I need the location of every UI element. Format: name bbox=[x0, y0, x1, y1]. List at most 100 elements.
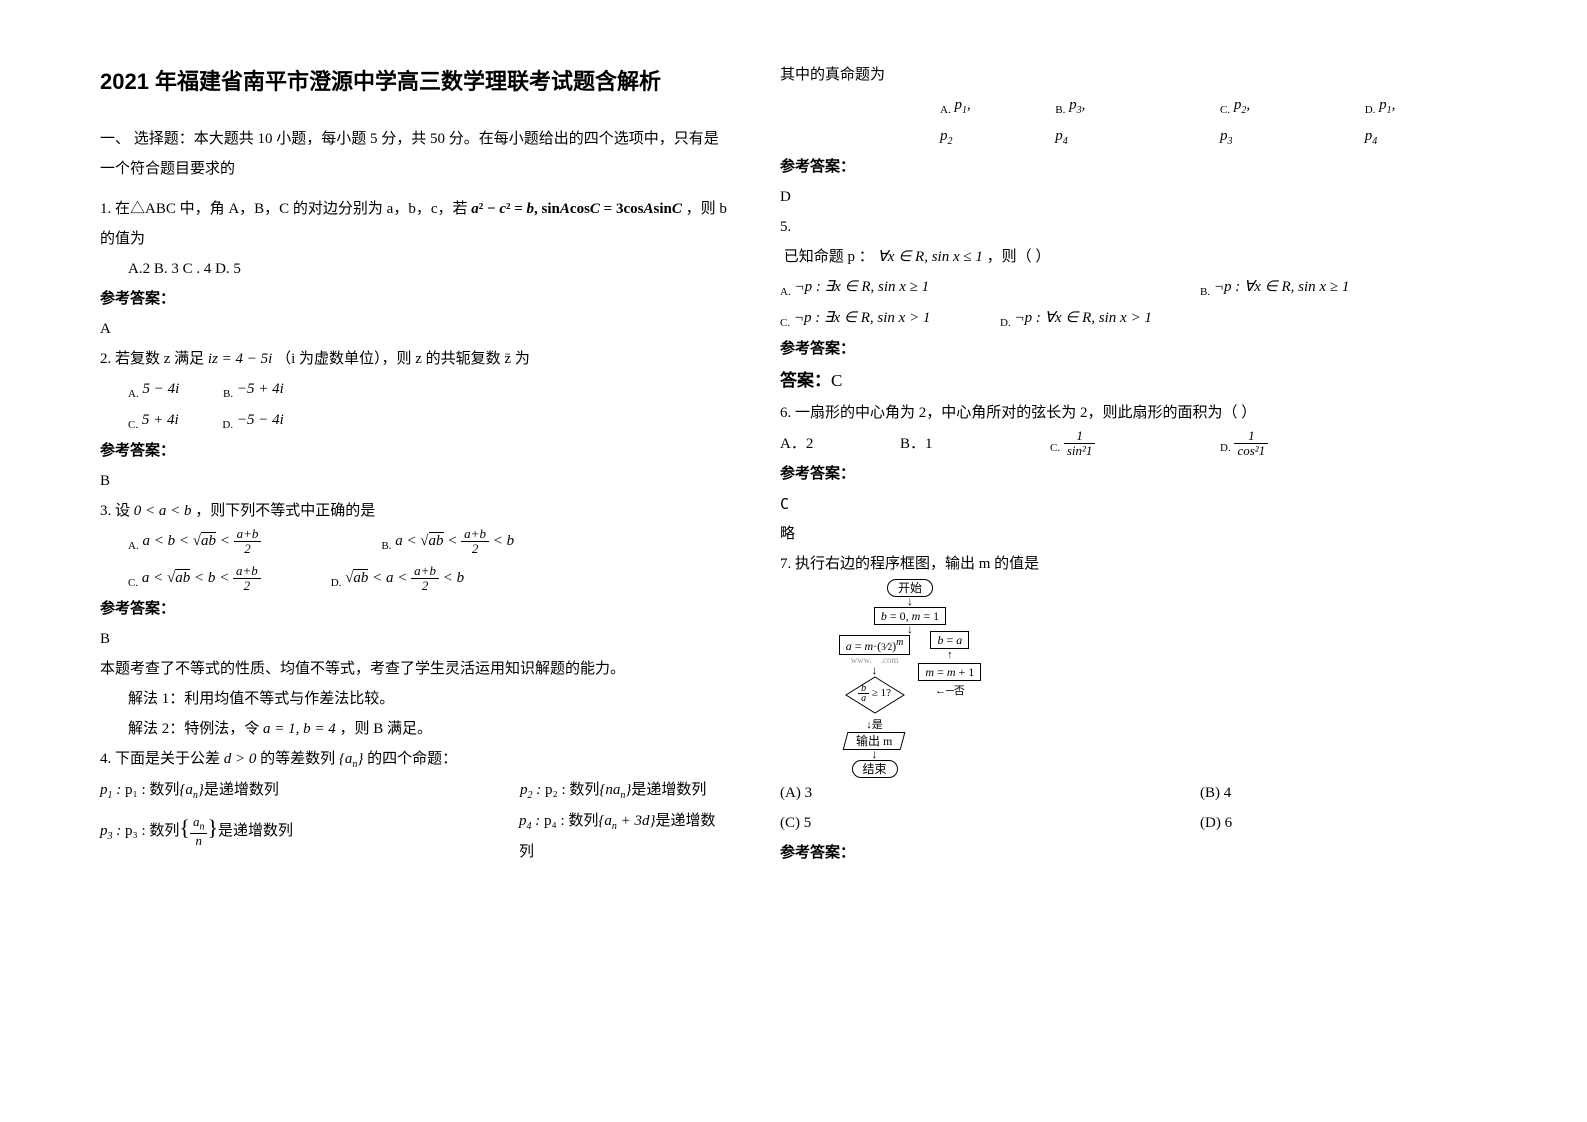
q3-opt-a: A. a < b < √ab < a+b2 bbox=[128, 526, 261, 557]
q3-explain-3: 解法 2：特例法，令 a = 1, b = 4 ，则 B 满足。 bbox=[128, 714, 730, 744]
q6-opt-c: C. 1sin²1 bbox=[1050, 428, 1220, 459]
q2-opt-d: D. −5 − 4i bbox=[222, 412, 283, 428]
q5-formula: ∀x ∈ R, sin x ≤ 1 bbox=[878, 249, 983, 265]
q5-number: 5. bbox=[780, 212, 1410, 242]
q3-answer: B bbox=[100, 624, 730, 654]
q4-answer-label: 参考答案： bbox=[780, 152, 1410, 182]
question-6: 6. 一扇形的中心角为 2，中心角所对的弦长为 2，则此扇形的面积为（ ） bbox=[780, 398, 1410, 428]
fc-arrow-icon: ↓ bbox=[872, 750, 878, 760]
q4-p1: p1 : p₁ : 数列{an}是递增数列 bbox=[100, 775, 520, 806]
fc-arrow-icon: ↓ bbox=[907, 625, 913, 635]
q4-p2: p2 : p₂ : 数列{nan}是递增数列 bbox=[520, 775, 706, 806]
fc-condition: ba ≥ 1? bbox=[845, 684, 905, 703]
q3-text-b: ，则下列不等式中正确的是 bbox=[195, 503, 375, 519]
q4-opt-c: C. p2, p3 bbox=[1220, 90, 1265, 152]
q3-formula: 0 < a < b bbox=[134, 503, 192, 519]
q1-text-a: 在△ABC 中，角 A，B，C 的对边分别为 a，b，c，若 bbox=[115, 201, 468, 217]
q3-options-row2: C. a < √ab < b < a+b2 D. √ab < a < a+b2 … bbox=[128, 563, 730, 594]
q7-opt-b: (B) 4 bbox=[1200, 778, 1231, 808]
q4-opt-b: B. p3, p4 bbox=[1055, 90, 1100, 152]
q7-opt-c: (C) 5 bbox=[780, 808, 1200, 838]
q3-answer-label: 参考答案： bbox=[100, 594, 730, 624]
q6-opt-a: A．2 bbox=[780, 429, 900, 459]
fc-end: 结束 bbox=[852, 760, 898, 778]
section-1-heading: 一、 选择题：本大题共 10 小题，每小题 5 分，共 50 分。在每小题给出的… bbox=[100, 124, 730, 184]
fc-inc-m: m = m + 1 bbox=[918, 663, 981, 681]
q7-opt-d: (D) 6 bbox=[1200, 808, 1232, 838]
q6-answer: C bbox=[780, 489, 1410, 519]
q5-opt-c: C. ¬p : ∃x ∈ R, sin x > 1 bbox=[780, 303, 1000, 334]
q3-explain-3-formula: a = 1, b = 4 bbox=[263, 721, 336, 737]
q6-text: 一扇形的中心角为 2，中心角所对的弦长为 2，则此扇形的面积为（ ） bbox=[795, 405, 1256, 421]
q6-number: 6. bbox=[780, 405, 791, 421]
q7-options-row1: (A) 3 (B) 4 bbox=[780, 778, 1410, 808]
q2-text-a: 若复数 z 满足 bbox=[115, 351, 204, 367]
q2-formula: iz = 4 − 5i bbox=[208, 351, 272, 367]
q2-opt-b: B. −5 + 4i bbox=[223, 381, 284, 397]
q5-text-b: ，则（ ） bbox=[987, 249, 1051, 265]
q4-opt-a: A. p1, p2 bbox=[940, 90, 985, 152]
q6-options: A．2 B．1 C. 1sin²1 D. 1cos²1 bbox=[780, 428, 1410, 459]
fc-output: 输出 m bbox=[843, 732, 906, 750]
q4-answer: D bbox=[780, 182, 1410, 212]
q4-number: 4. bbox=[100, 751, 111, 767]
q3-number: 3. bbox=[100, 503, 111, 519]
page-container: 2021 年福建省南平市澄源中学高三数学理联考试题含解析 一、 选择题：本大题共… bbox=[0, 0, 1587, 898]
q6-opt-b: B．1 bbox=[900, 429, 1050, 459]
fc-arrow-icon: ↓ bbox=[907, 597, 913, 607]
q1-number: 1. bbox=[100, 201, 111, 217]
q3-options-row1: A. a < b < √ab < a+b2 B. a < √ab < a+b2 … bbox=[128, 526, 730, 557]
question-7: 7. 执行右边的程序框图，输出 m 的值是 bbox=[780, 549, 1410, 579]
q6-opt-d: D. 1cos²1 bbox=[1220, 428, 1268, 459]
fc-no-label: ←─否 bbox=[935, 685, 965, 698]
q1-formula: a² − c² = b, sinAcosC = 3cosAsinC bbox=[471, 201, 682, 217]
question-3: 3. 设 0 < a < b ，则下列不等式中正确的是 bbox=[100, 496, 730, 526]
q5-opt-a: A. ¬p : ∃x ∈ R, sin x ≥ 1 bbox=[780, 272, 1200, 303]
fc-yes-label: ↓是 bbox=[866, 719, 883, 732]
q4-p4: p4 : p₄ : 数列{an + 3d}是递增数列 bbox=[519, 806, 730, 867]
q2-answer-label: 参考答案： bbox=[100, 436, 730, 466]
q4-p3: p3 : p₃ : 数列{ann}是递增数列 bbox=[100, 806, 519, 867]
q2-text-b: （i 为虚数单位），则 z 的共轭复数 z̄ 为 bbox=[276, 351, 530, 367]
q5-answer: 答案：C bbox=[780, 364, 1410, 398]
q4-text-a: 下面是关于公差 bbox=[115, 751, 220, 767]
q4-formula: d > 0 bbox=[224, 751, 257, 767]
fc-assign-a: a = m·(3⁄2)m bbox=[839, 635, 911, 655]
q5-answer-label: 参考答案： bbox=[780, 334, 1410, 364]
q7-options-row2: (C) 5 (D) 6 bbox=[780, 808, 1410, 838]
q4-continue: 其中的真命题为 bbox=[780, 60, 1410, 90]
q7-number: 7. bbox=[780, 556, 791, 572]
q3-opt-c: C. a < √ab < b < a+b2 bbox=[128, 563, 261, 594]
q4-seq: {an} bbox=[339, 751, 364, 767]
q4-props-row1: p1 : p₁ : 数列{an}是递增数列 p2 : p₂ : 数列{nan}是… bbox=[100, 775, 730, 806]
q4-text-b: 的等差数列 bbox=[260, 751, 335, 767]
q7-answer-label: 参考答案： bbox=[780, 838, 1410, 868]
page-title: 2021 年福建省南平市澄源中学高三数学理联考试题含解析 bbox=[100, 60, 730, 104]
q4-options: A. p1, p2 B. p3, p4 C. p2, p3 D. p1, p4 bbox=[780, 90, 1410, 152]
q1-options: A.2 B. 3 C . 4 D. 5 bbox=[128, 254, 730, 284]
q2-options-row1: A. 5 − 4i B. −5 + 4i bbox=[128, 374, 730, 405]
q2-number: 2. bbox=[100, 351, 111, 367]
q5-text-a: 已知命题 p ： bbox=[784, 249, 874, 265]
q3-opt-d: D. √ab < a < a+b2 < b bbox=[331, 563, 464, 594]
q4-text-c: 的四个命题： bbox=[367, 751, 457, 767]
question-4: 4. 下面是关于公差 d > 0 的等差数列 {an} 的四个命题： bbox=[100, 744, 730, 775]
fc-arrow-icon: ↓ bbox=[872, 666, 878, 676]
question-1: 1. 在△ABC 中，角 A，B，C 的对边分别为 a，b，c，若 a² − c… bbox=[100, 194, 730, 254]
q2-options-row2: C. 5 + 4i D. −5 − 4i bbox=[128, 405, 730, 436]
q6-answer-2: 略 bbox=[780, 519, 1410, 549]
q4-opt-d: D. p1, p4 bbox=[1365, 90, 1410, 152]
q3-explain-2: 解法 1：利用均值不等式与作差法比较。 bbox=[128, 684, 730, 714]
flowchart: 开始 ↓ b = 0, m = 1 ↓ a = m·(3⁄2)m www. .c… bbox=[800, 579, 1020, 778]
question-2: 2. 若复数 z 满足 iz = 4 − 5i （i 为虚数单位），则 z 的共… bbox=[100, 344, 730, 374]
q6-answer-label: 参考答案： bbox=[780, 459, 1410, 489]
q7-text: 执行右边的程序框图，输出 m 的值是 bbox=[795, 556, 1039, 572]
q3-explain-1: 本题考查了不等式的性质、均值不等式，考查了学生灵活运用知识解题的能力。 bbox=[100, 654, 730, 684]
q1-answer-label: 参考答案： bbox=[100, 284, 730, 314]
q4-props-row2: p3 : p₃ : 数列{ann}是递增数列 p4 : p₄ : 数列{an +… bbox=[100, 806, 730, 867]
q5-options-row2: C. ¬p : ∃x ∈ R, sin x > 1 D. ¬p : ∀x ∈ R… bbox=[780, 303, 1410, 334]
right-column: 其中的真命题为 A. p1, p2 B. p3, p4 C. p2, p3 D.… bbox=[780, 60, 1410, 868]
q7-opt-a: (A) 3 bbox=[780, 778, 1200, 808]
q5-opt-b: B. ¬p : ∀x ∈ R, sin x ≥ 1 bbox=[1200, 272, 1349, 303]
q1-answer: A bbox=[100, 314, 730, 344]
